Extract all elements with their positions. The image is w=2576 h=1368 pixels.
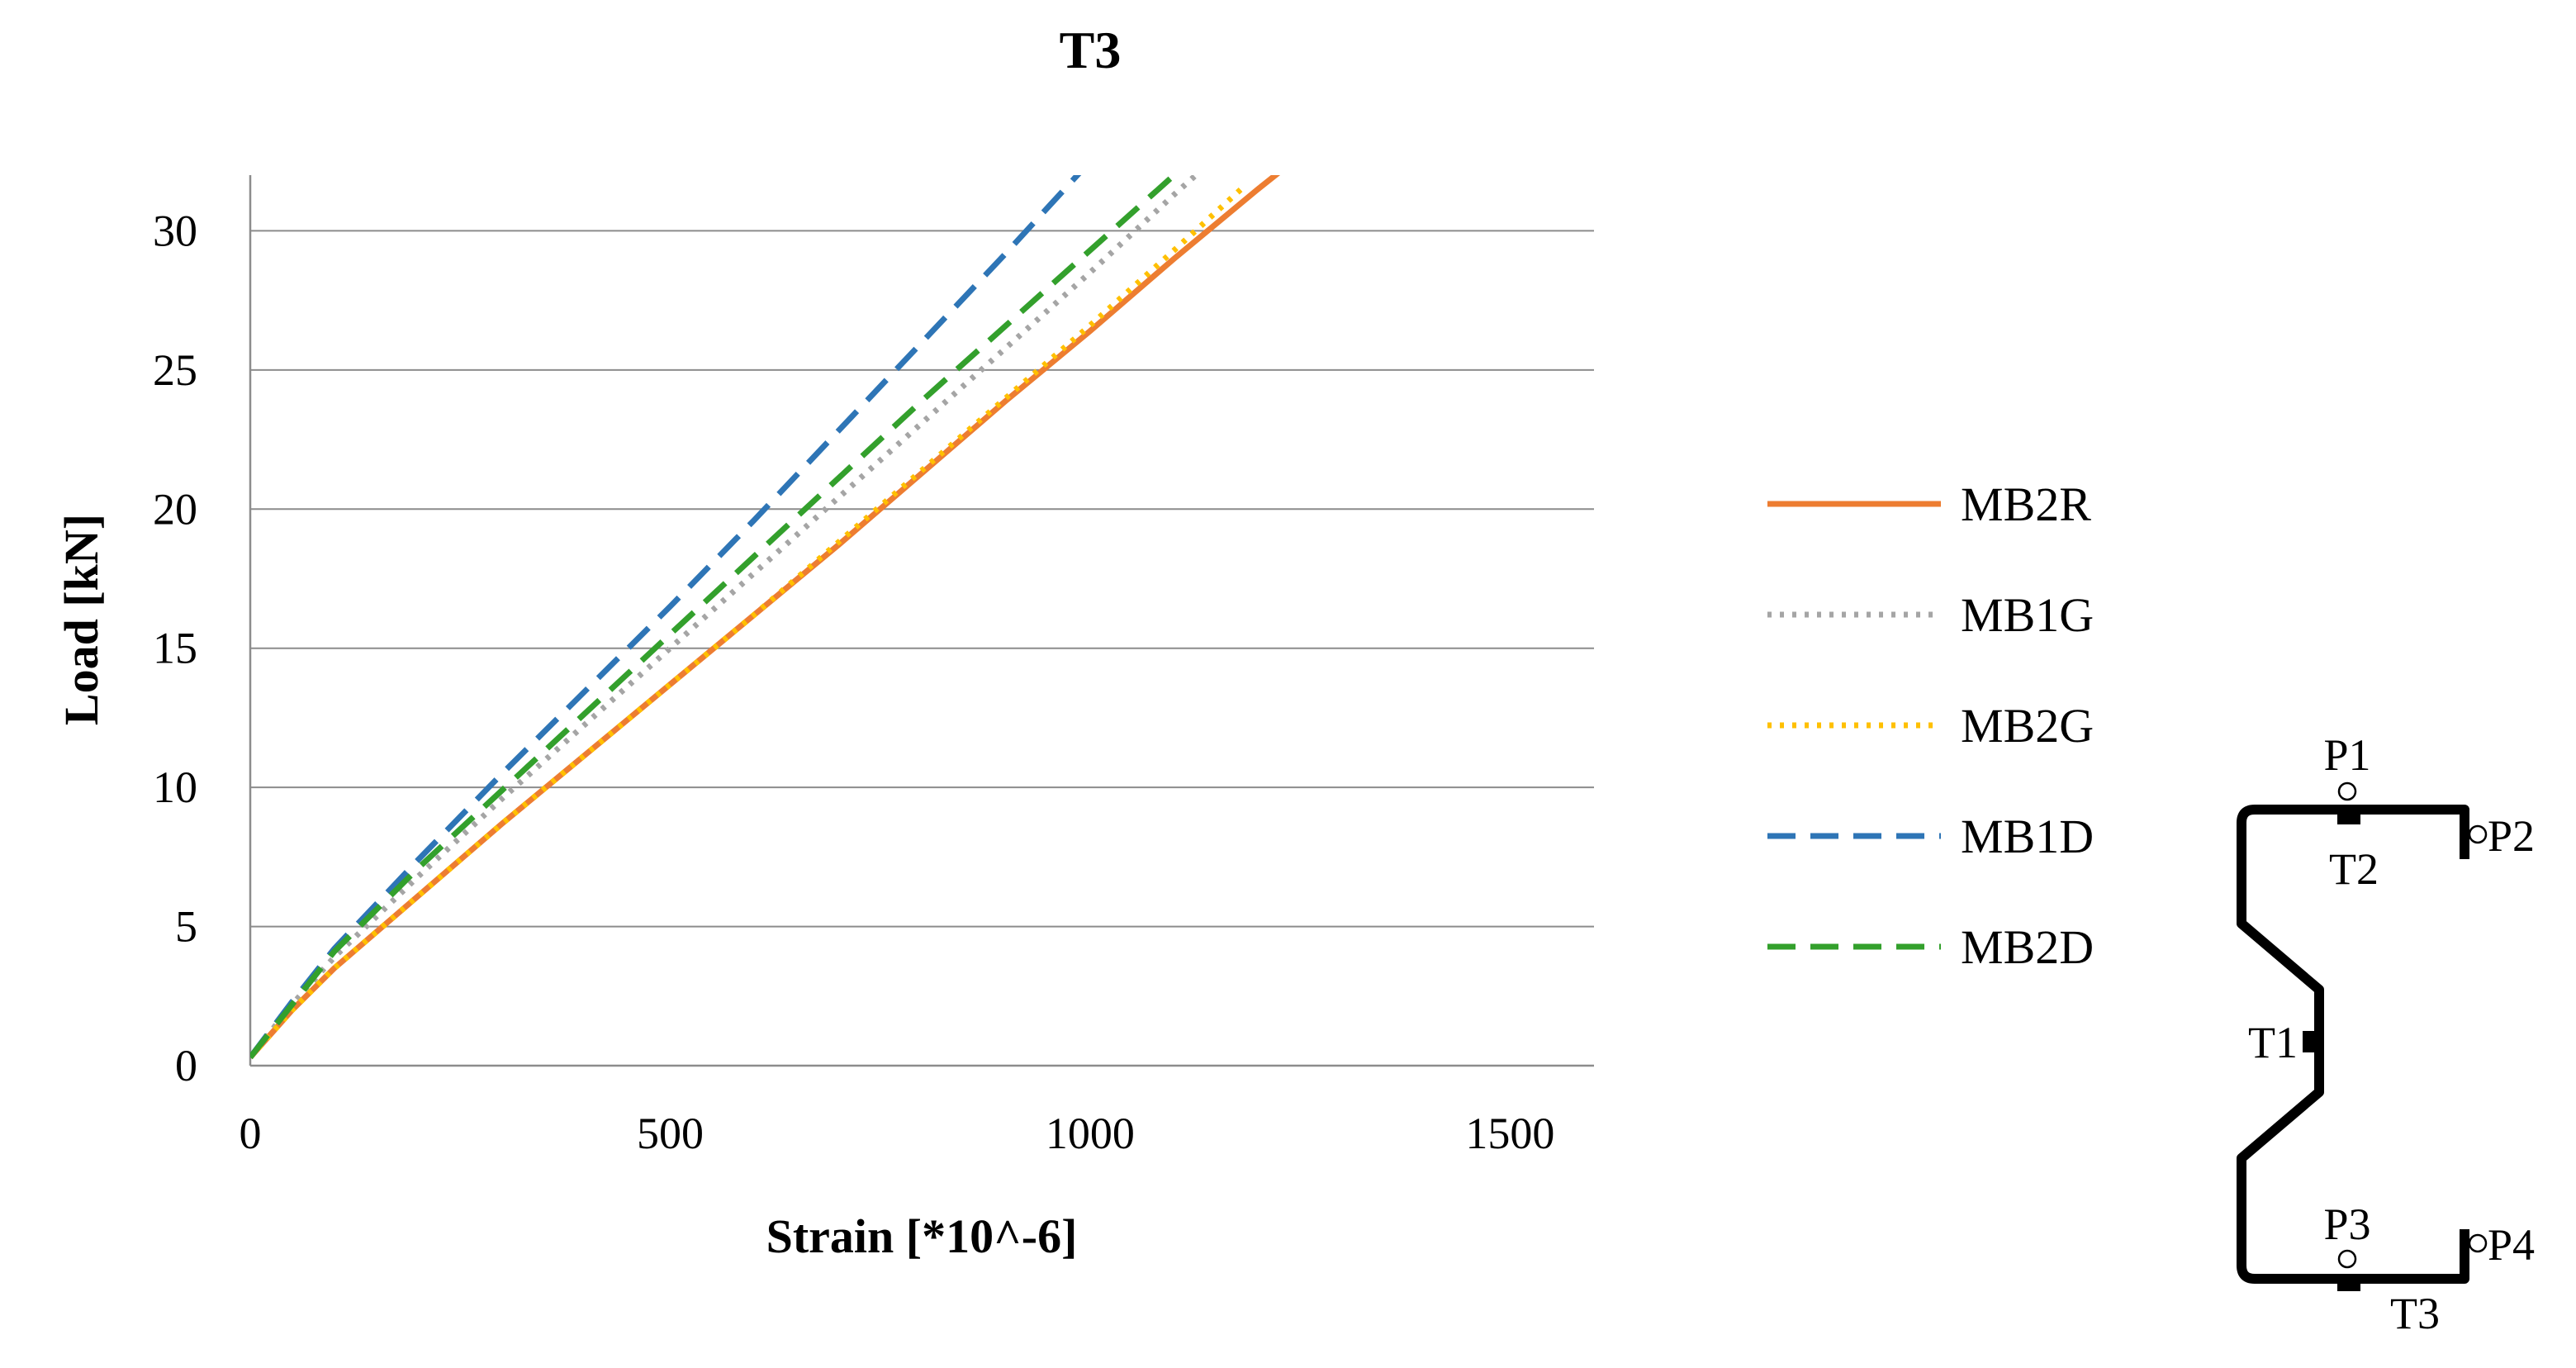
x-tick-label: 1500 — [1465, 1109, 1554, 1158]
label-p2: P2 — [2488, 811, 2535, 861]
point-p4-marker — [2468, 1233, 2488, 1253]
legend-label: MB1G — [1961, 588, 2094, 642]
legend-label: MB2R — [1961, 477, 2091, 531]
y-axis-title: Load [kN] — [55, 514, 108, 725]
label-p4: P4 — [2488, 1220, 2535, 1270]
y-tick-label: 10 — [153, 762, 197, 812]
legend-item-mb2d: MB2D — [1767, 920, 2094, 974]
z-section-profile — [2237, 805, 2469, 1284]
legend-label: MB1D — [1961, 810, 2094, 863]
legend-label: MB2G — [1961, 699, 2094, 753]
x-axis-title: Strain [*10^-6] — [766, 1209, 1078, 1263]
axes — [249, 175, 1594, 1067]
label-p1: P1 — [2323, 730, 2370, 780]
x-tick-label: 1000 — [1046, 1109, 1135, 1158]
series-line-mb1g — [250, 175, 1201, 1060]
y-tick-label: 15 — [153, 624, 197, 673]
label-t1: T1 — [2248, 1018, 2298, 1067]
x-tick-labels: 0 500 1000 1500 — [240, 1109, 1555, 1158]
gauge-t1-marker — [2303, 1031, 2314, 1052]
chart-title: T3 — [1060, 21, 1122, 79]
legend-label: MB2D — [1961, 920, 2094, 974]
gridlines — [250, 230, 1594, 928]
y-tick-label: 20 — [153, 484, 197, 534]
legend-item-mb2r: MB2R — [1767, 477, 2091, 531]
point-p3-marker — [2337, 1249, 2357, 1269]
y-tick-labels: 0 5 10 15 20 25 30 — [153, 206, 197, 1090]
label-t3: T3 — [2390, 1289, 2440, 1338]
point-p1-marker — [2337, 781, 2357, 801]
y-tick-label: 30 — [153, 206, 197, 255]
y-tick-label: 25 — [153, 345, 197, 395]
series-line-mb1d — [250, 175, 1082, 1060]
series-line-mb2r — [250, 175, 1281, 1060]
point-p2-marker — [2468, 824, 2488, 844]
legend-item-mb1d: MB1D — [1767, 810, 2094, 863]
legend-item-mb1g: MB1G — [1767, 588, 2094, 642]
legend: MB2R MB1G MB2G MB1D MB2D — [1767, 477, 2094, 974]
gauge-t3-marker — [2337, 1280, 2360, 1291]
x-tick-label: 0 — [240, 1109, 262, 1158]
y-tick-label: 5 — [175, 902, 197, 952]
label-t2: T2 — [2329, 844, 2379, 894]
y-tick-label: 0 — [175, 1041, 197, 1090]
label-p3: P3 — [2323, 1199, 2370, 1249]
x-tick-label: 500 — [637, 1109, 704, 1158]
gauge-t2-marker — [2337, 814, 2360, 824]
series-layer — [250, 175, 1281, 1060]
legend-item-mb2g: MB2G — [1767, 699, 2094, 753]
series-line-mb2d — [250, 175, 1179, 1060]
z-section-diagram: P1 P2 T2 T1 P3 P4 T3 — [2237, 730, 2535, 1338]
